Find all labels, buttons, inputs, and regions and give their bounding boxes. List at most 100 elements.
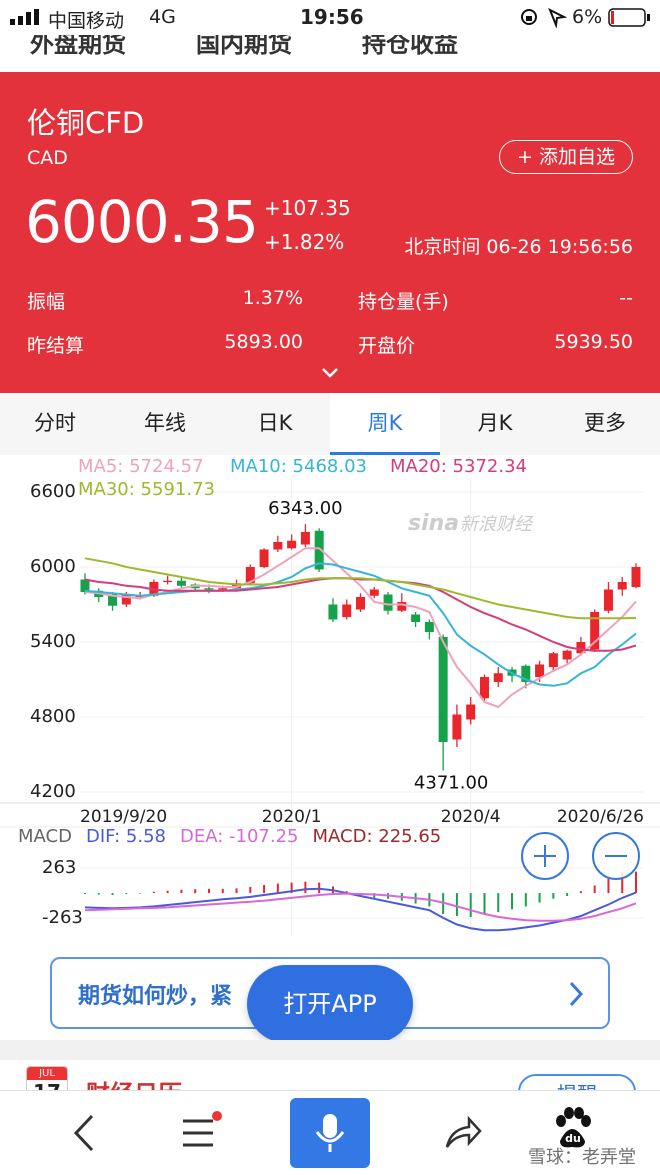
y-tick-label: 263 xyxy=(42,857,76,878)
share-button[interactable] xyxy=(443,1115,483,1151)
period-tab[interactable]: 分时 xyxy=(34,411,76,435)
legend-label: DEA: xyxy=(179,826,224,847)
macd-bar xyxy=(276,883,279,894)
add-watchlist-button[interactable]: + 添加自选 xyxy=(499,140,633,174)
period-tab[interactable]: 周K xyxy=(330,393,440,455)
watermark: 雪球：老弄堂 xyxy=(528,1147,636,1168)
zoom-out-button[interactable] xyxy=(592,832,640,880)
macd-bar xyxy=(566,893,569,896)
legend-item: DEA: -107.25 xyxy=(180,826,299,847)
x-tick-label: 2020/4 xyxy=(441,807,501,827)
signal-icon xyxy=(10,9,39,25)
legend-label: MACD: xyxy=(312,826,373,847)
candle-body xyxy=(108,594,118,606)
macd-bar xyxy=(552,893,555,899)
voice-button[interactable] xyxy=(290,1098,370,1168)
legend-value: -107.25 xyxy=(229,826,299,847)
macd-bar xyxy=(263,885,266,894)
legend-value: 225.65 xyxy=(378,826,442,847)
stat-value: 5893.00 xyxy=(224,331,303,353)
mic-icon xyxy=(315,1114,345,1152)
legend-item: DIF: 5.58 xyxy=(86,826,166,847)
kline-panel: 4200 4800 5400 6000 6600 sina 新浪财经 2019/9/20 202… xyxy=(0,455,660,945)
candle-body xyxy=(232,583,242,589)
macd-line xyxy=(84,892,637,922)
candle-body xyxy=(80,579,90,592)
macd-bar xyxy=(180,889,183,894)
candle-body xyxy=(245,567,255,584)
candle-body xyxy=(369,589,379,596)
candle-body xyxy=(631,567,641,587)
macd-bar xyxy=(593,885,596,894)
period-tab[interactable]: 年线 xyxy=(144,411,186,435)
menu-button[interactable] xyxy=(180,1111,224,1151)
candle-body xyxy=(548,653,558,667)
legend-label: MA30: xyxy=(78,479,135,500)
instrument-name: 伦铜CFD xyxy=(27,106,145,140)
candle-body xyxy=(287,540,297,549)
macd-legend: MACD DIF: 5.58 DEA: -107.25 MACD: 225.65 xyxy=(18,826,441,847)
legend-value: 5724.57 xyxy=(129,456,204,477)
candle-body xyxy=(466,704,476,720)
legend-item: MACD: 225.65 xyxy=(313,826,442,847)
clock: 19:56 xyxy=(300,5,364,29)
legend-label: DIF: xyxy=(85,826,121,847)
low-label: 4371.00 xyxy=(414,773,488,794)
high-label: 6343.00 xyxy=(268,498,342,519)
macd-bar xyxy=(290,882,293,894)
candle-body xyxy=(562,650,572,660)
candle-body xyxy=(342,604,352,617)
y-tick-label: 6600 xyxy=(30,481,76,502)
period-tab[interactable]: 更多 xyxy=(584,411,626,435)
macd-bar xyxy=(249,886,252,894)
macd-bar xyxy=(304,881,307,894)
stat-value: -- xyxy=(619,287,633,309)
candle-body xyxy=(397,602,407,611)
open-app-button[interactable]: 打开APP xyxy=(247,965,413,1043)
candle-body xyxy=(452,714,462,740)
y-tick-label: -263 xyxy=(42,907,83,928)
battery-icon xyxy=(608,8,650,27)
quote-time: 北京时间 06-26 19:56:56 xyxy=(404,236,633,258)
x-tick-label: 2020/1 xyxy=(262,807,322,827)
period-tab[interactable]: 日K xyxy=(257,411,293,435)
calendar-month: JUL xyxy=(27,1067,67,1080)
candle-body xyxy=(438,637,448,742)
zoom-in-button[interactable] xyxy=(521,832,569,880)
ma-line xyxy=(84,577,637,652)
period-tabs: 分时 年线 日K 周K 月K 更多 xyxy=(0,393,660,455)
x-tick-label: 2020/6/26 xyxy=(557,807,644,827)
candle-body xyxy=(218,588,228,590)
macd-bar xyxy=(538,893,541,903)
macd-bar xyxy=(579,891,582,894)
macd-bar xyxy=(607,877,610,894)
network: 4G xyxy=(149,6,176,28)
candle-body xyxy=(383,594,393,611)
baidu-button[interactable]: du xyxy=(552,1107,592,1151)
macd-bar xyxy=(139,893,142,894)
status-icons xyxy=(521,8,568,28)
candle-body xyxy=(163,580,173,582)
legend-value: 5468.03 xyxy=(292,456,367,477)
macd-bar xyxy=(221,888,224,894)
candle-body xyxy=(493,673,503,682)
macd-bar xyxy=(455,893,458,916)
instrument-code: CAD xyxy=(27,147,68,169)
legend-value: 5.58 xyxy=(125,826,166,847)
period-tab[interactable]: 月K xyxy=(477,411,513,435)
legend-item: MA20: 5372.34 xyxy=(390,455,527,478)
ma-legend: MA5: 5724.57 MA10: 5468.03 MA20: 5372.34 MA… xyxy=(78,455,527,501)
expand-chevron[interactable] xyxy=(320,366,340,380)
macd-bar xyxy=(469,893,472,917)
status-bar: 中国移动 4G 19:56 6% xyxy=(0,0,660,35)
candle-body xyxy=(259,549,269,567)
macd-line xyxy=(84,887,637,932)
back-button[interactable] xyxy=(70,1113,98,1153)
last-price: 6000.35 xyxy=(25,188,259,256)
carrier: 中国移动 xyxy=(48,10,125,32)
candle-body xyxy=(176,580,186,586)
macd-title: MACD xyxy=(18,826,72,847)
candle-body xyxy=(521,665,531,682)
stat-label: 昨结算 xyxy=(27,335,85,357)
